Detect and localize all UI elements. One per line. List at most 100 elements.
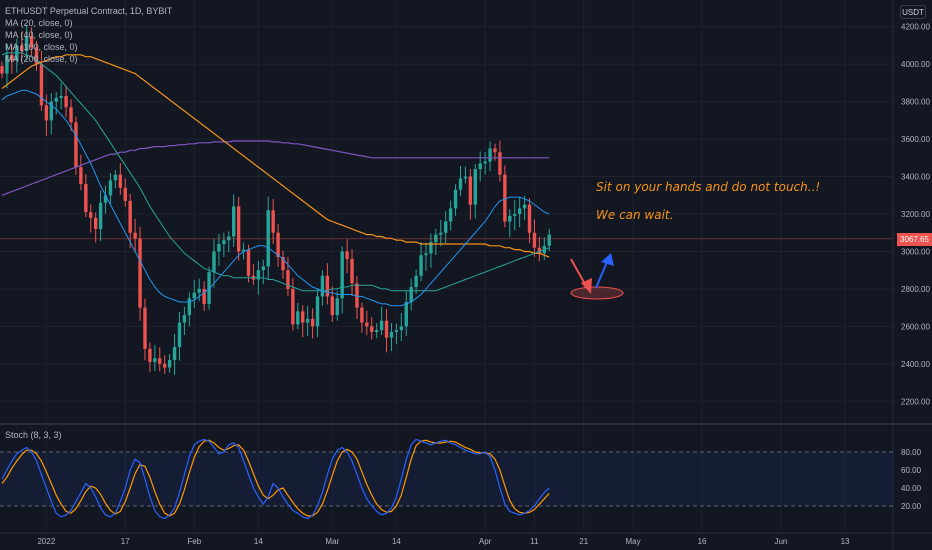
candle-body: [320, 275, 325, 297]
candle-body: [399, 326, 404, 331]
candle-body: [44, 105, 49, 121]
candle-body: [488, 148, 492, 162]
candle-body: [212, 251, 216, 273]
candle-body: [444, 221, 448, 233]
chart-legend: ETHUSDT Perpetual Contract, 1D, BYBIT MA…: [5, 5, 172, 65]
candle-body: [355, 283, 359, 308]
candle-body: [69, 107, 73, 123]
candle-body: [241, 249, 246, 252]
candle-body: [54, 97, 58, 102]
symbol-title: ETHUSDT Perpetual Contract, 1D, BYBIT: [5, 6, 173, 16]
up-arrow-shaft: [595, 261, 608, 289]
ma200-line: [1, 140, 550, 196]
stoch-tick-label: 40.00: [901, 484, 922, 493]
ma20-line: [1, 89, 550, 307]
candle-body: [365, 322, 369, 327]
stoch-band: [0, 452, 893, 506]
candle-body: [483, 161, 487, 164]
x-tick-label: 14: [392, 537, 401, 546]
stoch-tick-label: 20.00: [901, 502, 922, 511]
candle-body: [177, 322, 182, 347]
x-tick-label: 14: [254, 537, 263, 546]
candle-body: [217, 243, 221, 252]
candle-body: [414, 275, 418, 288]
candle-body: [29, 36, 34, 48]
last-price-tag: 3067.65: [897, 233, 932, 246]
candle-body: [24, 36, 29, 52]
candle-body: [429, 242, 433, 254]
candle-body: [59, 96, 63, 98]
candle-body: [49, 101, 53, 121]
candle-body: [187, 298, 192, 316]
candle-body: [246, 249, 251, 276]
ma100-label: MA (100, close, 0): [5, 42, 78, 52]
y-tick-label: 3000.00: [901, 247, 930, 256]
candle-body: [374, 330, 379, 332]
candle-body: [20, 45, 24, 52]
candle-body: [527, 204, 532, 233]
candle-body: [478, 163, 482, 170]
candle-body: [325, 275, 330, 297]
candle-body: [315, 296, 320, 327]
candle-body: [301, 311, 305, 323]
candle-body: [158, 358, 162, 364]
candle-body: [202, 288, 206, 304]
down-arrow-shaft: [570, 258, 587, 287]
candle-body: [227, 236, 231, 241]
candle-body: [335, 298, 339, 316]
candle-body: [167, 360, 172, 368]
x-tick-label: 21: [579, 537, 588, 546]
candle-body: [310, 318, 315, 327]
y-tick-label: 2600.00: [901, 322, 930, 331]
candle-body: [133, 232, 137, 239]
currency-button[interactable]: USDT: [900, 5, 926, 19]
candle-body: [10, 54, 14, 61]
candle-body: [232, 206, 236, 237]
candle-body: [340, 251, 344, 299]
ma20-label: MA (20, close, 0): [5, 18, 73, 28]
candle-body: [404, 302, 408, 327]
stoch-tick-label: 80.00: [901, 448, 922, 457]
candle-body: [182, 315, 187, 323]
y-tick-label: 3200.00: [901, 210, 930, 219]
candle-body: [389, 331, 394, 338]
candle-body: [138, 238, 142, 308]
y-tick-label: 2200.00: [901, 397, 930, 406]
candle-body: [468, 176, 473, 205]
candle-body: [419, 255, 423, 276]
candle-body: [286, 270, 290, 289]
stoch-tick-label: 60.00: [901, 466, 922, 475]
candle-body: [305, 318, 310, 323]
candle-body: [0, 66, 4, 74]
y-tick-label: 4200.00: [901, 23, 930, 32]
stoch-k-line: [1, 438, 550, 520]
candle-body: [153, 358, 157, 362]
candle-body: [118, 174, 123, 188]
x-tick-label: Apr: [479, 537, 492, 546]
candle-body: [197, 288, 201, 293]
candle-body: [424, 253, 428, 256]
x-tick-label: Mar: [325, 537, 339, 546]
candle-body: [281, 257, 285, 271]
candle-body: [379, 320, 384, 331]
annotation-line2: We can wait.: [596, 208, 674, 222]
candle-body: [276, 232, 280, 258]
up-arrow-head: [601, 253, 614, 266]
candle-body: [508, 215, 512, 222]
candle-body: [128, 200, 132, 233]
candle-body: [103, 195, 108, 203]
candle-body: [439, 232, 443, 235]
candle-body: [74, 122, 78, 168]
candle-body: [123, 187, 127, 201]
candle-body: [291, 288, 295, 325]
candle-body: [493, 148, 497, 153]
stoch-d-line: [1, 439, 550, 517]
candle-body: [222, 240, 226, 244]
candle-body: [113, 174, 118, 181]
candle-body: [547, 234, 551, 246]
candle-body: [463, 176, 468, 179]
ma40-line: [1, 52, 550, 292]
candle-body: [162, 363, 167, 368]
x-tick-label: 2022: [37, 537, 55, 546]
